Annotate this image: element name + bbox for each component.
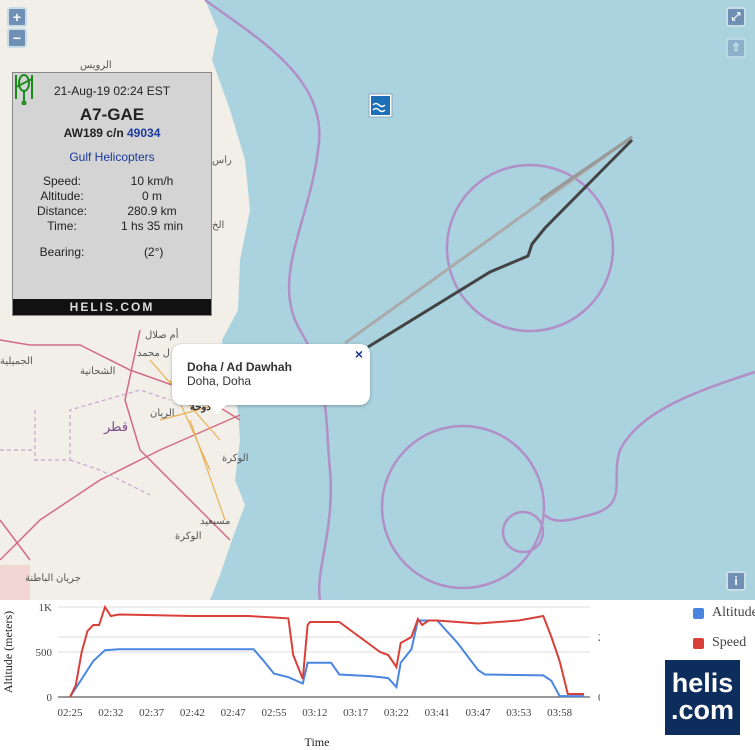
x-tick-label: 02:47: [221, 707, 247, 719]
bearing-label: Bearing:: [39, 244, 85, 259]
x-tick-label: 03:12: [302, 707, 327, 719]
place-label: دوحة: [190, 402, 211, 413]
popup-title: Doha / Ad Dawhah: [187, 360, 292, 374]
registration: A7-GAE: [79, 105, 145, 124]
panel-footer-logo: HELIS.COM: [13, 299, 211, 315]
series-line-speed: [69, 604, 585, 698]
place-label: الرويس: [80, 60, 112, 71]
place-label: أم صلال: [145, 330, 179, 341]
country-label: قطر: [104, 419, 129, 434]
x-tick-label: 02:37: [139, 707, 165, 719]
stats-table: Speed: 10 km/h Altitude: 0 m Distance: 280.…: [15, 74, 202, 270]
x-tick-label: 03:41: [425, 707, 450, 719]
x-tick-label: 02:32: [98, 707, 123, 719]
range-circle: [501, 510, 545, 554]
y2-tick-label: 200: [598, 632, 600, 644]
arrow-up-icon: ⇧: [731, 42, 741, 54]
fullscreen-button[interactable]: ⤢: [726, 7, 746, 27]
y-tick-label: 1K: [39, 602, 53, 614]
place-label: الوكرة: [222, 453, 249, 464]
stat-value: 10 km/h: [130, 174, 174, 188]
x-tick-label: 03:22: [384, 707, 409, 719]
legend-swatch-speed: [693, 638, 704, 649]
close-icon[interactable]: ×: [354, 346, 363, 362]
y-axis-title: Altitude (meters): [1, 611, 15, 693]
stat-label: Speed:: [42, 174, 82, 188]
zoom-out-button[interactable]: −: [7, 28, 27, 48]
popup-subtitle: Doha, Doha: [187, 374, 252, 388]
place-label: الوكرة: [175, 531, 202, 542]
info-button[interactable]: i: [726, 571, 746, 591]
altitude-speed-chart: 0 500 1K 0 200 02:25 02:32 02:37 02:42 02:47 02:55…: [1, 602, 600, 749]
x-tick-label: 02:55: [261, 707, 287, 719]
x-axis-title: Time: [305, 735, 330, 749]
legend-swatch-altitude: [693, 608, 704, 619]
track-recent: [367, 138, 634, 349]
zoom-in-button[interactable]: +: [7, 7, 27, 27]
place-label: راس: [212, 155, 232, 166]
y2-tick-label: 0: [598, 692, 600, 704]
place-label: الريان: [150, 408, 175, 419]
legend-speed[interactable]: Speed: [712, 635, 747, 650]
model: AW189 c/n 49034: [63, 126, 161, 140]
map[interactable]: الرويس راس الخ أم صلال ل محمد الجميلية ا…: [0, 0, 755, 600]
maritime-boundary: [544, 370, 755, 522]
datetime: 21-Aug-19 02:24 EST: [53, 84, 171, 98]
stat-label: Altitude:: [40, 189, 84, 203]
place-label: الجميلية: [0, 356, 33, 367]
track-old-tip: [539, 135, 633, 202]
stat-value: 1 hs 35 min: [120, 219, 184, 233]
helis-logo: helis .com: [665, 660, 740, 735]
stat-label: Distance:: [36, 204, 88, 218]
maritime-boundary: [204, 0, 333, 600]
series-line-altitude: [69, 619, 585, 698]
legend-altitude[interactable]: Altitude: [712, 605, 755, 620]
stat-value: 0 m: [141, 189, 162, 203]
location-popup: × Doha / Ad Dawhah Doha, Doha: [172, 344, 370, 414]
range-circle: [380, 424, 546, 590]
x-tick-label: 03:17: [343, 707, 369, 719]
place-label: جريان الباطنة: [25, 573, 81, 584]
x-tick-label: 03:53: [506, 707, 532, 719]
place-label: ل محمد: [137, 348, 170, 359]
admin-boundaries: [0, 389, 171, 496]
x-tick-label: 03:58: [547, 707, 573, 719]
helicopter-icon: [15, 74, 33, 105]
y-tick-label: 0: [47, 692, 53, 704]
place-label: الشحانية: [80, 366, 116, 377]
stat-label: Time:: [47, 219, 77, 233]
range-circle: [445, 163, 615, 333]
serial-link[interactable]: 49034: [127, 126, 161, 140]
bearing-value: (2°): [143, 244, 164, 259]
place-label: الخ: [212, 220, 225, 231]
x-tick-label: 02:42: [180, 707, 205, 719]
aircraft-info-panel: 21-Aug-19 02:24 EST A7-GAE AW189 c/n 490…: [12, 72, 212, 316]
place-label: مسيعيد: [200, 516, 231, 527]
restricted-area: [0, 565, 30, 600]
north-button[interactable]: ⇧: [726, 38, 746, 58]
expand-icon: ⤢: [731, 11, 741, 23]
y-tick-label: 500: [36, 647, 53, 659]
operator-link[interactable]: Gulf Helicopters: [69, 150, 155, 164]
stat-value: 280.9 km: [127, 204, 177, 218]
x-tick-label: 02:25: [57, 707, 83, 719]
x-tick-label: 03:47: [465, 707, 491, 719]
